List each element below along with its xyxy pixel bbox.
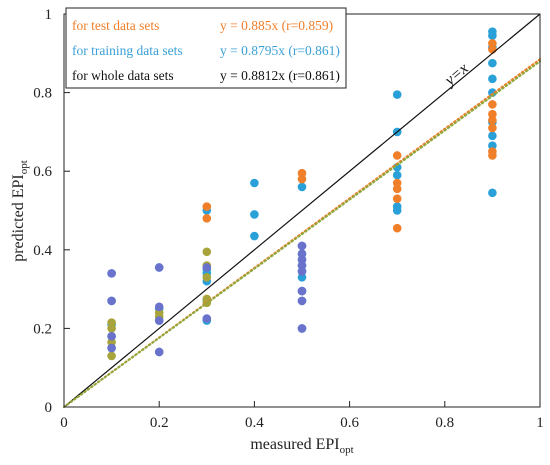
fit-lines-layer	[63, 13, 541, 408]
legend-test-equation: y = 0.885x (r=0.859)	[220, 18, 333, 33]
test-point-9	[488, 39, 497, 48]
blend-point-10	[297, 241, 307, 251]
training-point-28	[392, 90, 402, 99]
blend-point-6	[154, 316, 164, 325]
legend-box	[65, 7, 347, 89]
y-tick-label: 0	[45, 400, 53, 416]
overlap-point-3	[107, 351, 116, 361]
legend-whole-name: for whole data sets	[72, 68, 174, 83]
test-point-4	[392, 151, 402, 160]
x-tick-label: 1	[536, 415, 544, 431]
blend-point-4	[154, 263, 164, 272]
test-point-0	[202, 202, 212, 211]
y-tick-label: 0.4	[33, 243, 52, 259]
test-point-16	[488, 151, 497, 160]
training-point-43	[488, 188, 497, 198]
data-points-layer	[107, 27, 497, 361]
blend-point-2	[107, 331, 116, 341]
blend-point-17	[297, 324, 307, 333]
x-tick-label: 0.8	[435, 415, 454, 431]
x-tick-label: 0	[60, 415, 68, 431]
test-point-13	[488, 115, 497, 125]
legend-training-name: for training data sets	[72, 43, 183, 58]
test-point-11	[488, 100, 497, 109]
y-axis-title-main: predicted EPI	[10, 174, 27, 262]
legend: for test data sets y = 0.885x (r=0.859) …	[65, 7, 347, 89]
blend-point-13	[297, 261, 307, 270]
test-point-12	[488, 109, 497, 119]
blend-point-9	[202, 314, 212, 323]
x-tick-label: 0.2	[150, 415, 169, 431]
test-point-8	[392, 223, 402, 233]
legend-training-equation: y = 0.8795x (r=0.861)	[220, 43, 340, 58]
training-point-15	[250, 178, 259, 188]
overlap-point-8	[202, 273, 212, 282]
blend-point-5	[154, 302, 164, 312]
training-point-31	[392, 170, 402, 180]
training-point-42	[488, 141, 497, 150]
blend-point-1	[107, 296, 116, 306]
blend-point-3	[107, 343, 116, 353]
training-point-16	[250, 210, 259, 219]
test-point-10	[488, 45, 497, 54]
overlap-point-1	[107, 324, 116, 333]
training-point-18	[297, 182, 307, 192]
training-point-41	[488, 131, 497, 141]
training-point-33	[392, 206, 402, 215]
fit-training-line	[63, 60, 541, 408]
legend-whole-equation: y = 0.8812x (r=0.861)	[220, 68, 340, 83]
test-point-2	[297, 168, 307, 178]
overlap-point-2	[107, 337, 116, 347]
legend-test-name: for test data sets	[72, 18, 159, 33]
training-point-24	[297, 273, 307, 282]
identity-line	[63, 13, 541, 408]
blend-point-15	[297, 286, 307, 296]
y-tick-label: 0.8	[33, 86, 52, 102]
x-axis-title: measured EPIopt	[250, 436, 353, 456]
overlap-point-0	[107, 318, 116, 327]
blend-point-12	[297, 255, 307, 264]
training-point-38	[488, 74, 497, 84]
x-axis-title-sub: opt	[340, 444, 354, 456]
blend-point-8	[202, 263, 212, 272]
training-point-17	[250, 231, 259, 241]
y-tick-label: 0.6	[33, 164, 52, 180]
x-axis-title-main: measured EPI	[250, 436, 339, 453]
axis-ticks: 0 0.2 0.4 0.6 0.8 1 0 0.2 0.4 0.6 0.8 1	[33, 7, 544, 431]
blend-point-7	[154, 347, 164, 357]
x-tick-label: 0.6	[340, 415, 359, 431]
blend-point-0	[107, 269, 116, 278]
test-point-6	[392, 184, 402, 194]
y-axis-title: predicted EPIopt	[10, 160, 30, 262]
training-point-37	[488, 58, 497, 68]
test-point-3	[297, 174, 307, 184]
training-point-39	[488, 88, 497, 97]
y-axis-title-sub: opt	[18, 160, 30, 174]
test-point-14	[488, 123, 497, 133]
test-point-7	[392, 194, 402, 204]
blend-point-14	[297, 267, 307, 276]
blend-point-16	[297, 296, 307, 306]
test-point-5	[392, 178, 402, 188]
blend-point-11	[297, 249, 307, 259]
y-tick-label: 1	[45, 7, 53, 23]
overlap-point-6	[202, 247, 212, 257]
training-point-35	[488, 31, 497, 40]
test-point-1	[202, 214, 212, 223]
y-tick-label: 0.2	[33, 321, 52, 337]
x-tick-label: 0.4	[245, 415, 264, 431]
